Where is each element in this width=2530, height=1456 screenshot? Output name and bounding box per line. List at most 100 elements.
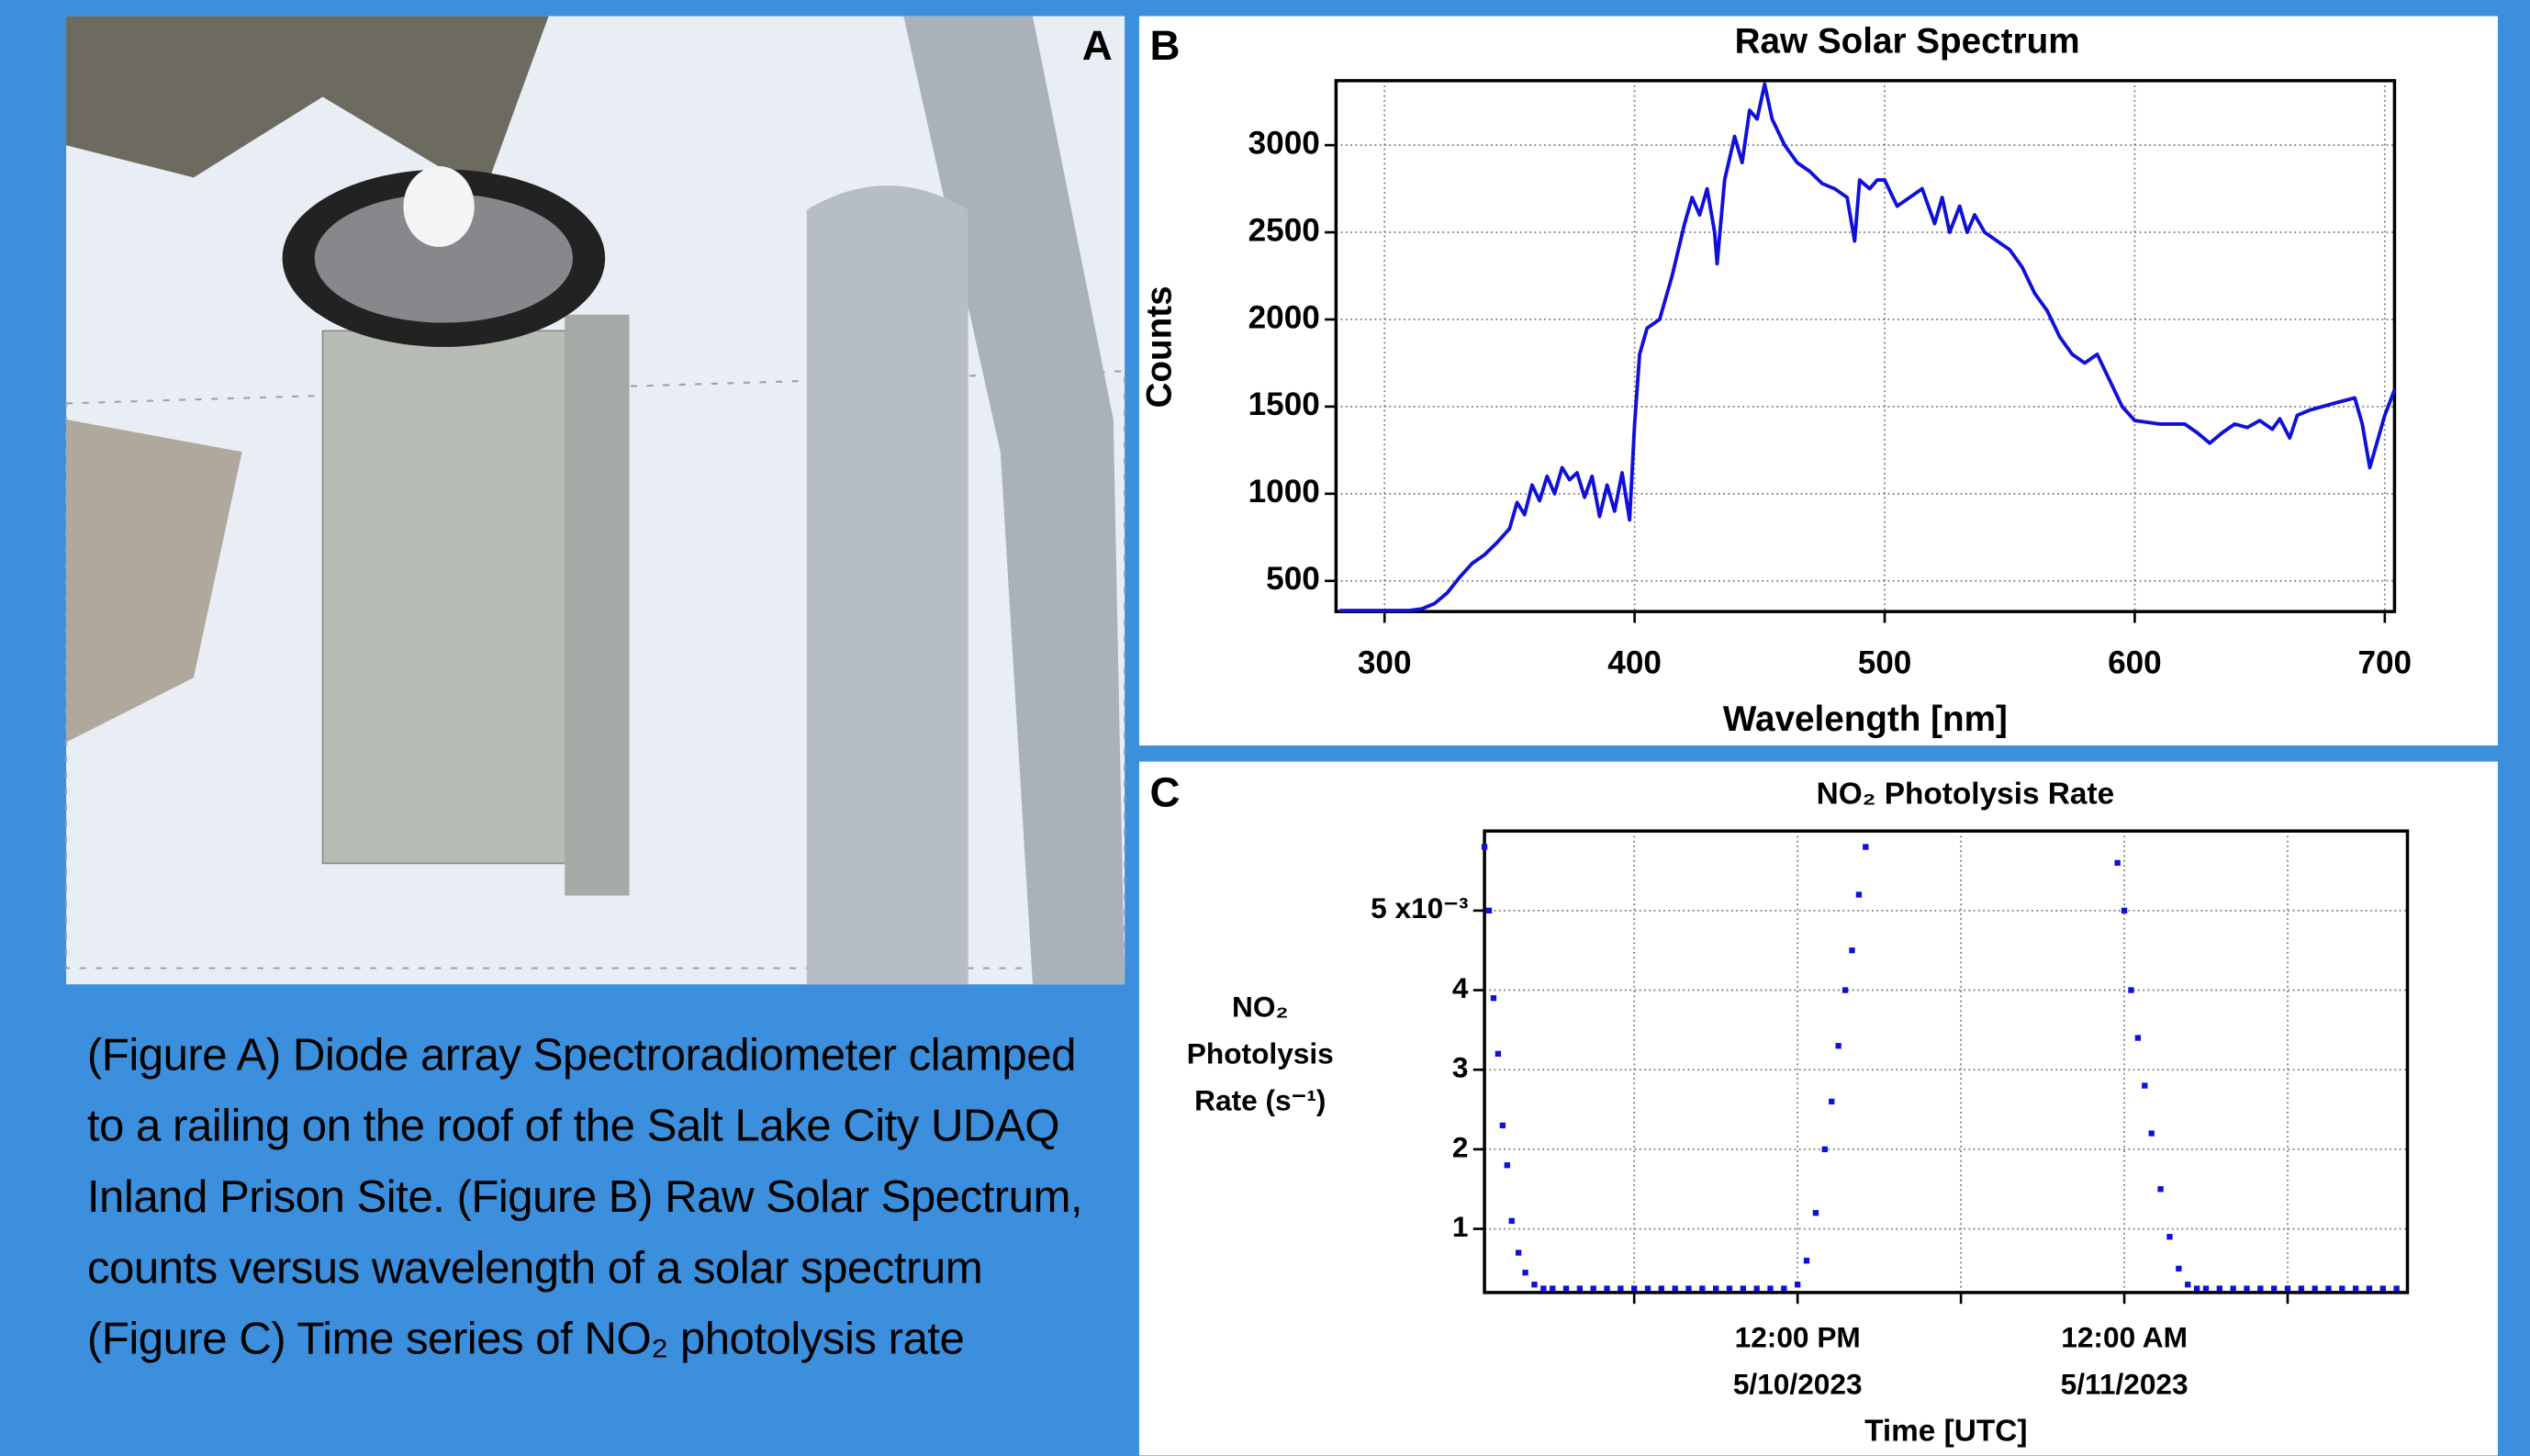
data-point	[1509, 1218, 1515, 1224]
data-point	[1753, 1285, 1759, 1291]
data-point	[1486, 908, 1492, 913]
data-point	[2231, 1285, 2236, 1291]
data-point	[1604, 1285, 1609, 1291]
data-point	[1813, 1210, 1819, 1215]
data-point	[2157, 1186, 2163, 1192]
data-point	[1618, 1285, 1623, 1291]
data-point	[2257, 1285, 2263, 1291]
data-point	[1495, 1051, 1501, 1057]
panel-label: C	[1150, 769, 1181, 816]
data-point	[1540, 1285, 1546, 1291]
data-point	[1835, 1043, 1841, 1048]
data-point	[1713, 1285, 1718, 1291]
photo-bracket	[565, 315, 629, 896]
data-point	[1577, 1285, 1583, 1291]
data-point	[1767, 1285, 1773, 1291]
data-point	[2285, 1285, 2290, 1291]
page: { "panel_labels": ["A", "B", "C"], "capt…	[0, 0, 2530, 1456]
data-point	[2176, 1266, 2181, 1271]
photo	[66, 17, 1125, 985]
data-point	[1829, 1099, 1834, 1104]
data-point	[2339, 1285, 2345, 1291]
data-point	[1699, 1285, 1705, 1291]
data-point	[1863, 844, 1868, 849]
data-point	[1685, 1285, 1691, 1291]
poster: A B C 500 1000 1500 2000 2500 3000 300 400 500 60…	[0, 0, 2530, 1455]
x-tick-label: 400	[1607, 644, 1662, 680]
x-tick-label: 12:00 AM 5/11/2023	[2061, 1316, 2189, 1408]
x-tick-label: 300	[1358, 644, 1412, 680]
data-point	[1550, 1285, 1555, 1291]
y-tick-label: 2000	[1248, 299, 1320, 335]
data-point	[2194, 1285, 2200, 1291]
y-tick-label: 3	[1452, 1051, 1469, 1084]
data-point	[1522, 1270, 1528, 1275]
chart-title: NO₂ Photolysis Rate	[1817, 777, 2115, 811]
panel-label: B	[1150, 22, 1181, 69]
data-point	[2121, 908, 2127, 913]
x-tick-label: 12:00 PM 5/10/2023	[1733, 1316, 1863, 1408]
x-axis-label: Wavelength [nm]	[1723, 700, 2008, 739]
y-axis-label: NO₂ Photolysis Rate (s⁻¹)	[1187, 984, 1334, 1124]
data-point	[2244, 1285, 2249, 1291]
data-point	[2393, 1285, 2399, 1291]
data-point	[1781, 1285, 1786, 1291]
data-point	[1591, 1285, 1596, 1291]
x-tick-label: 500	[1858, 644, 1912, 680]
chart-title: Raw Solar Spectrum	[1735, 22, 2080, 62]
data-point	[1741, 1285, 1746, 1291]
photo-dome	[403, 166, 474, 247]
data-point	[1505, 1162, 1510, 1168]
data-point	[1659, 1285, 1664, 1291]
data-point	[1563, 1285, 1569, 1291]
data-point	[2142, 1082, 2147, 1088]
x-axis-label: Time [UTC]	[1864, 1415, 2027, 1449]
data-point	[1795, 1282, 1800, 1287]
data-point	[2203, 1285, 2209, 1291]
data-point	[2271, 1285, 2277, 1291]
data-point	[1500, 1123, 1506, 1128]
y-tick-label: 1	[1452, 1210, 1469, 1243]
data-point	[1482, 844, 1487, 849]
data-point	[1842, 987, 1848, 992]
data-point	[1673, 1285, 1678, 1291]
panel-b	[1139, 17, 2498, 745]
data-point	[1631, 1285, 1637, 1291]
y-tick-label: 3000	[1248, 125, 1320, 161]
y-tick-label: 1500	[1248, 386, 1320, 422]
caption: (Figure A) Diode array Spectroradiometer…	[87, 1020, 1120, 1375]
data-point	[2353, 1285, 2358, 1291]
data-point	[2128, 987, 2133, 992]
x-tick-label: 600	[2108, 644, 2162, 680]
data-point	[1804, 1258, 1809, 1263]
data-point	[2135, 1035, 2141, 1040]
data-point	[2312, 1285, 2317, 1291]
photo-post	[807, 185, 968, 984]
data-point	[2299, 1285, 2304, 1291]
y-tick-label: 4	[1452, 971, 1469, 1004]
data-point	[1491, 995, 1496, 1001]
data-point	[1727, 1285, 1732, 1291]
data-point	[1531, 1282, 1537, 1287]
data-point	[2166, 1234, 2172, 1239]
data-point	[2149, 1130, 2155, 1136]
data-point	[2114, 860, 2120, 866]
data-point	[1822, 1147, 1828, 1152]
data-point	[1856, 891, 1862, 897]
data-point	[2217, 1285, 2222, 1291]
x-tick-label: 700	[2357, 644, 2412, 680]
y-tick-label: 500	[1266, 561, 1320, 597]
y-tick-label: 1000	[1248, 474, 1320, 510]
data-point	[1645, 1285, 1651, 1291]
data-point	[1849, 947, 1854, 953]
panel-label: A	[1082, 22, 1113, 69]
y-tick-label: 2500	[1248, 212, 1320, 248]
data-point	[2185, 1282, 2190, 1287]
data-point	[2325, 1285, 2331, 1291]
photo-box	[323, 330, 581, 863]
y-tick-label: 5 x10⁻³	[1371, 891, 1468, 924]
y-tick-label: 2	[1452, 1130, 1469, 1163]
data-point	[2367, 1285, 2372, 1291]
y-axis-label: Counts	[1140, 286, 1180, 408]
data-point	[2380, 1285, 2386, 1291]
